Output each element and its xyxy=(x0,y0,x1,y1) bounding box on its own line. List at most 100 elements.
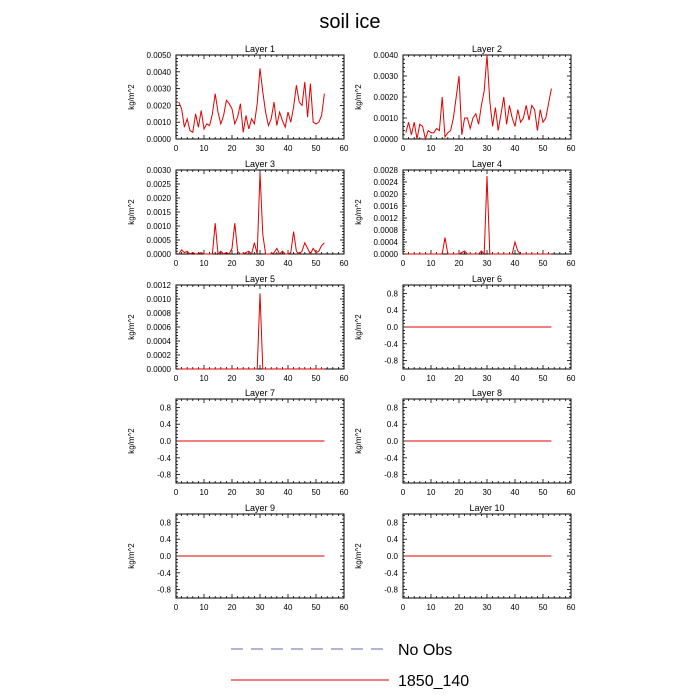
layer-9-xtick-label: 0 xyxy=(174,603,179,612)
layer-3-ytick-label: 0.0000 xyxy=(147,250,172,259)
layer-8-ylabel: kg/m^2 xyxy=(354,428,363,454)
layer-10-xtick-label: 10 xyxy=(427,603,436,612)
layer-6-xtick-label: 60 xyxy=(567,374,576,383)
layer-10-ylabel: kg/m^2 xyxy=(354,543,363,569)
layer-4-ytick-label: 0.0012 xyxy=(374,214,399,223)
layer-6-ytick-label: 0.4 xyxy=(387,306,399,315)
layer-7-ytick-label: 0.0 xyxy=(160,437,172,446)
layer-4-panel: Layer 4 kg/m^2 0 10 20 30 40 50 60 0.0000 0.0004 0.… xyxy=(354,159,576,268)
layer-8-xtick-label: 10 xyxy=(427,488,436,497)
layer-3-xtick-label: 40 xyxy=(284,259,293,268)
layer-7-ytick-label: 0.8 xyxy=(160,403,172,412)
layer-1-ytick-label: 0.0000 xyxy=(147,135,172,144)
layer-1-xtick-label: 50 xyxy=(312,144,321,153)
layer-1-xtick-label: 0 xyxy=(174,144,179,153)
layer-4-series-line xyxy=(405,175,552,256)
layer-9-ytick-label: -0.8 xyxy=(157,586,171,595)
layer-5-ytick-label: 0.0006 xyxy=(147,323,172,332)
layer-4-ytick-label: 0.0024 xyxy=(374,178,399,187)
layer-8-ytick-label: -0.8 xyxy=(384,471,398,480)
layer-8-xtick-label: 60 xyxy=(567,488,576,497)
layer-4-xtick-label: 10 xyxy=(427,259,436,268)
layer-1-ylabel: kg/m^2 xyxy=(127,84,136,110)
layer-4-ytick-label: 0.0000 xyxy=(374,250,399,259)
layer-4-xtick-label: 0 xyxy=(401,259,406,268)
layer-4-ytick-label: 0.0020 xyxy=(374,190,399,199)
layer-7-xtick-label: 60 xyxy=(340,488,349,497)
layer-2-ylabel: kg/m^2 xyxy=(354,84,363,110)
layer-1-xtick-label: 40 xyxy=(284,144,293,153)
layer-3-ytick-label: 0.0005 xyxy=(147,236,172,245)
layer-10-xtick-label: 0 xyxy=(401,603,406,612)
layer-5-ytick-label: 0.0012 xyxy=(147,281,172,290)
layer-5-xtick-label: 10 xyxy=(200,374,209,383)
layer-4-ytick-label: 0.0016 xyxy=(374,202,399,211)
layer-7-ytick-label: -0.8 xyxy=(157,471,171,480)
layer-10-ytick-label: -0.8 xyxy=(384,586,398,595)
layer-2-xtick-label: 60 xyxy=(567,144,576,153)
layer-1-series-line xyxy=(178,68,325,134)
layer-5-ytick-label: 0.0000 xyxy=(147,365,172,374)
layer-2-xtick-label: 30 xyxy=(483,144,492,153)
layer-1-ytick-label: 0.0020 xyxy=(147,101,172,110)
layer-6-xtick-label: 30 xyxy=(483,374,492,383)
layer-6-ytick-label: 0.0 xyxy=(387,323,399,332)
layer-8-ytick-label: 0.8 xyxy=(387,403,399,412)
layer-3-series-line xyxy=(178,172,325,256)
legend-1850-140-label: 1850_140 xyxy=(398,673,469,690)
layer-3-ytick-label: 0.0010 xyxy=(147,222,172,231)
layer-2-series-line xyxy=(405,54,552,141)
layer-3-title: Layer 3 xyxy=(245,159,275,169)
layer-9-xtick-label: 20 xyxy=(228,603,237,612)
layer-8-ytick-label: 0.0 xyxy=(387,437,399,446)
layer-2-ytick-label: 0.0000 xyxy=(374,135,399,144)
figure-title: soil ice xyxy=(319,11,380,33)
layer-9-xtick-label: 40 xyxy=(284,603,293,612)
legend: No Obs 1850_140 xyxy=(231,642,469,690)
layer-6-ylabel: kg/m^2 xyxy=(354,314,363,340)
layer-7-xtick-label: 40 xyxy=(284,488,293,497)
layer-8-xtick-label: 50 xyxy=(539,488,548,497)
layer-9-title: Layer 9 xyxy=(245,503,275,513)
layer-1-xtick-label: 10 xyxy=(200,144,209,153)
layer-4-ytick-label: 0.0028 xyxy=(374,166,399,175)
layer-8-xtick-label: 40 xyxy=(511,488,520,497)
layer-7-title: Layer 7 xyxy=(245,388,275,398)
layer-7-xtick-label: 0 xyxy=(174,488,179,497)
layer-10-title: Layer 10 xyxy=(469,503,504,513)
layer-8-ytick-label: 0.4 xyxy=(387,420,399,429)
layer-7-panel: Layer 7 kg/m^2 0 10 20 30 40 50 60 -0.8 -0.4 0.0 0.4… xyxy=(127,388,349,497)
layer-2-plot-frame xyxy=(402,54,572,140)
layer-4-xtick-label: 30 xyxy=(483,259,492,268)
layer-1-xtick-label: 30 xyxy=(256,144,265,153)
layer-7-xtick-label: 10 xyxy=(200,488,209,497)
layer-9-ylabel: kg/m^2 xyxy=(127,543,136,569)
layer-3-xtick-label: 0 xyxy=(174,259,179,268)
layer-7-xtick-label: 50 xyxy=(312,488,321,497)
layer-5-xtick-label: 60 xyxy=(340,374,349,383)
layer-2-ytick-label: 0.0030 xyxy=(374,72,399,81)
layer-7-ytick-label: 0.4 xyxy=(160,420,172,429)
layer-3-xtick-label: 50 xyxy=(312,259,321,268)
layer-6-xtick-label: 10 xyxy=(427,374,436,383)
layer-5-ytick-label: 0.0008 xyxy=(147,309,172,318)
layer-10-ytick-label: 0.8 xyxy=(387,518,399,527)
layer-2-ytick-label: 0.0010 xyxy=(374,114,399,123)
layer-9-xtick-label: 60 xyxy=(340,603,349,612)
layer-8-ytick-label: -0.4 xyxy=(384,454,398,463)
layer-9-ytick-label: -0.4 xyxy=(157,569,171,578)
layer-1-ytick-label: 0.0040 xyxy=(147,68,172,77)
layer-5-xtick-label: 0 xyxy=(174,374,179,383)
layer-5-xtick-label: 30 xyxy=(256,374,265,383)
layer-9-xtick-label: 30 xyxy=(256,603,265,612)
layer-9-ytick-label: 0.0 xyxy=(160,552,172,561)
layer-5-xtick-label: 20 xyxy=(228,374,237,383)
layer-5-xtick-label: 40 xyxy=(284,374,293,383)
layer-3-xtick-label: 30 xyxy=(256,259,265,268)
layer-6-ytick-label: -0.8 xyxy=(384,357,398,366)
layer-2-ytick-label: 0.0020 xyxy=(374,93,399,102)
layer-1-ytick-label: 0.0030 xyxy=(147,85,172,94)
layer-2-title: Layer 2 xyxy=(472,44,502,54)
layer-5-ytick-label: 0.0004 xyxy=(147,337,172,346)
